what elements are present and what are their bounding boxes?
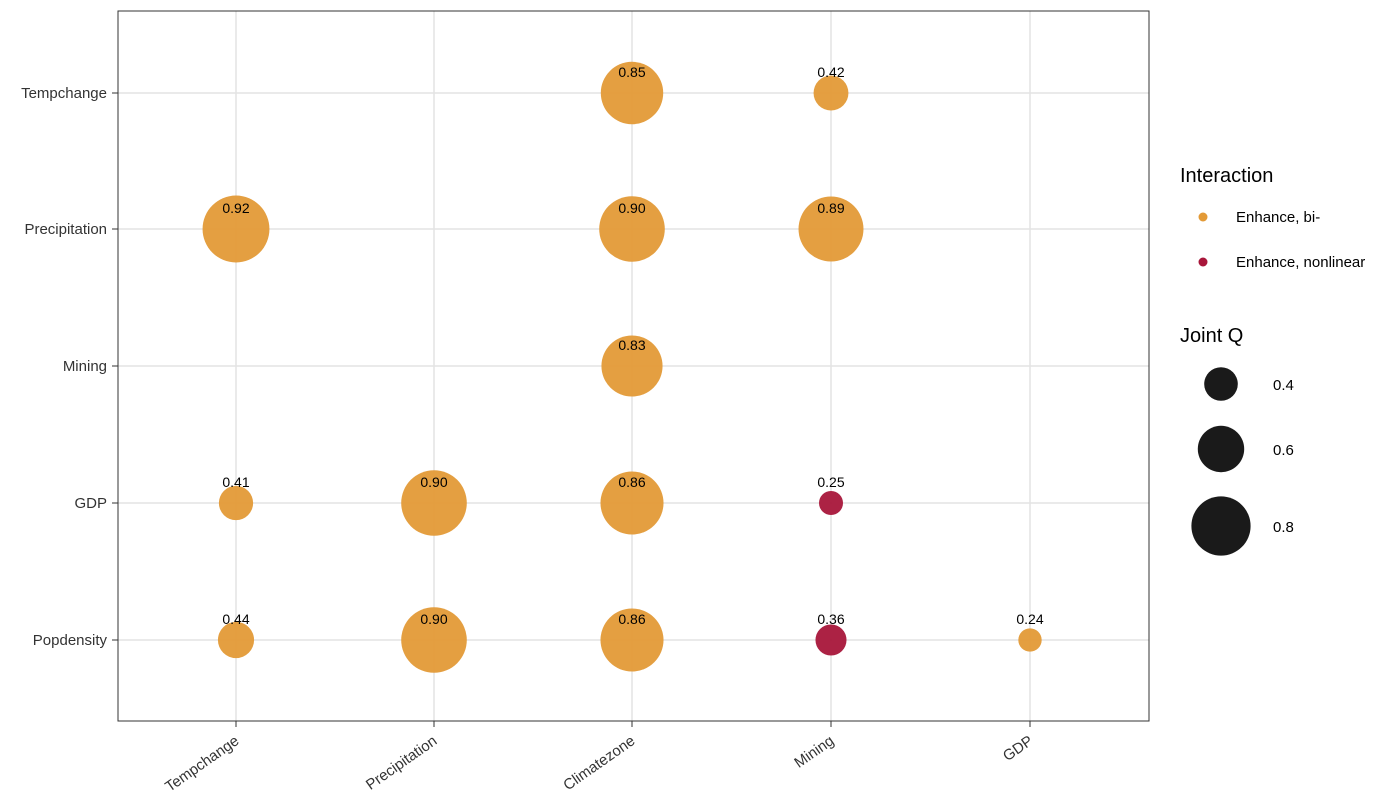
x-tick-label-climatezone: Climatezone bbox=[560, 732, 638, 794]
bubble-mining-popdensity bbox=[815, 624, 847, 656]
x-tick-label-tempchange: Tempchange bbox=[162, 732, 242, 795]
data-label-climatezone-gdp: 0.86 bbox=[618, 474, 645, 490]
legend-color-title: Interaction bbox=[1180, 165, 1273, 187]
bubble-climatezone-precipitation bbox=[599, 196, 665, 262]
y-tick-label-precipitation: Precipitation bbox=[24, 221, 107, 238]
y-tick-label-gdp: GDP bbox=[74, 495, 107, 512]
bubble-gdp-popdensity bbox=[1018, 628, 1042, 652]
legend: Interaction Joint Q Enhance, bi- Enhance,… bbox=[1180, 165, 1365, 556]
y-tick-label-popdensity: Popdensity bbox=[33, 632, 108, 649]
bubble-tempchange-gdp bbox=[218, 485, 254, 521]
legend-size-key-1 bbox=[1204, 367, 1238, 401]
legend-size-key-2 bbox=[1197, 425, 1245, 473]
data-label-tempchange-precipitation: 0.92 bbox=[222, 200, 249, 216]
data-label-gdp-popdensity: 0.24 bbox=[1016, 611, 1043, 627]
x-tick-label-mining: Mining bbox=[791, 732, 837, 771]
data-label-precipitation-gdp: 0.90 bbox=[420, 474, 447, 490]
data-label-tempchange-popdensity: 0.44 bbox=[222, 611, 249, 627]
bubble-climatezone-mining bbox=[601, 335, 663, 397]
bubble-climatezone-popdensity bbox=[600, 608, 664, 672]
legend-color-label-1: Enhance, bi- bbox=[1236, 209, 1320, 226]
y-axis: Popdensity GDP Mining Precipitation Tempchan… bbox=[21, 85, 118, 649]
bubble-climatezone-gdp bbox=[600, 471, 664, 535]
data-label-climatezone-popdensity: 0.86 bbox=[618, 611, 645, 627]
bubble-tempchange-precipitation bbox=[202, 195, 270, 263]
bubble-mining-precipitation bbox=[798, 196, 864, 262]
data-label-precipitation-popdensity: 0.90 bbox=[420, 611, 447, 627]
bubble-precipitation-gdp bbox=[401, 470, 467, 536]
data-label-climatezone-mining: 0.83 bbox=[618, 337, 645, 353]
legend-size-key-3 bbox=[1191, 496, 1251, 556]
y-tick-label-tempchange: Tempchange bbox=[21, 85, 107, 102]
x-tick-label-gdp: GDP bbox=[1000, 732, 1036, 765]
data-label-climatezone-tempchange: 0.85 bbox=[618, 64, 645, 80]
data-label-tempchange-gdp: 0.41 bbox=[222, 474, 249, 490]
legend-size-label-3: 0.8 bbox=[1273, 519, 1294, 536]
bubble-layer bbox=[202, 61, 1042, 673]
bubble-tempchange-popdensity bbox=[217, 621, 255, 659]
data-label-layer: 0.85 0.42 0.92 0.90 0.89 0.83 0.41 0.90 0.86 0.25… bbox=[222, 64, 1043, 627]
legend-size-label-1: 0.4 bbox=[1273, 377, 1294, 394]
bubble-precipitation-popdensity bbox=[401, 607, 467, 673]
bubble-mining-tempchange bbox=[813, 75, 849, 111]
x-axis: Tempchange Precipitation Climatezone Mining… bbox=[162, 721, 1036, 796]
x-tick-label-precipitation: Precipitation bbox=[363, 732, 440, 793]
legend-size-title: Joint Q bbox=[1180, 325, 1243, 347]
bubble-climatezone-tempchange bbox=[600, 61, 664, 125]
legend-color-label-2: Enhance, nonlinear bbox=[1236, 254, 1365, 271]
data-label-climatezone-precipitation: 0.90 bbox=[618, 200, 645, 216]
data-label-mining-gdp: 0.25 bbox=[817, 474, 844, 490]
legend-swatch-1 bbox=[1198, 212, 1208, 222]
data-label-mining-precipitation: 0.89 bbox=[817, 200, 844, 216]
bubble-mining-gdp bbox=[819, 491, 843, 515]
legend-size-label-2: 0.6 bbox=[1273, 442, 1294, 459]
y-tick-label-mining: Mining bbox=[63, 358, 107, 375]
legend-swatch-2 bbox=[1198, 257, 1208, 267]
data-label-mining-tempchange: 0.42 bbox=[817, 64, 844, 80]
data-label-mining-popdensity: 0.36 bbox=[817, 611, 844, 627]
